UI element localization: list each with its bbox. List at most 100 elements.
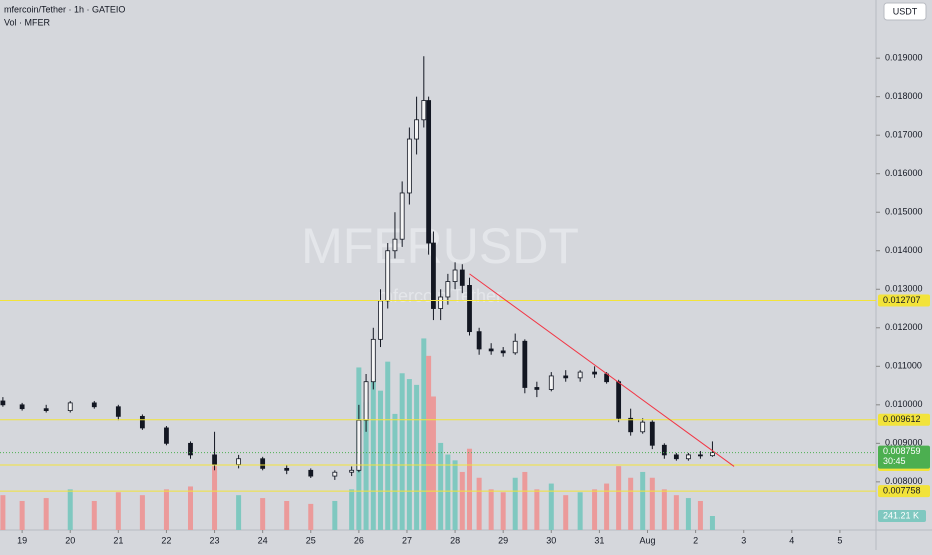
volume-tag bbox=[878, 509, 926, 522]
volume-bar bbox=[399, 373, 405, 530]
volume-bar bbox=[628, 477, 634, 530]
current-price-label: 0.008759 bbox=[883, 446, 921, 456]
y-tick-label: 0.018000 bbox=[885, 91, 923, 101]
y-tick-label: 0.016000 bbox=[885, 168, 923, 178]
volume-bar bbox=[709, 515, 715, 530]
candle-body bbox=[512, 340, 518, 354]
x-tick-label: 25 bbox=[306, 535, 316, 545]
volume-bar bbox=[548, 483, 554, 530]
volume-bar bbox=[421, 338, 427, 530]
x-tick-label: 20 bbox=[65, 535, 75, 545]
volume-bar bbox=[139, 495, 145, 530]
y-tick-label: 0.015000 bbox=[885, 207, 923, 217]
volume-bar bbox=[673, 495, 679, 530]
y-tick-label: 0.012000 bbox=[885, 322, 923, 332]
candle-body bbox=[19, 404, 25, 410]
candle-body bbox=[548, 375, 554, 390]
volume-bar bbox=[649, 477, 655, 530]
volume-bar bbox=[577, 492, 583, 530]
candle-body bbox=[0, 400, 6, 406]
candle-body bbox=[467, 285, 472, 333]
candle-body bbox=[628, 417, 634, 433]
level-label: 0.007758 bbox=[883, 486, 921, 496]
symbol-line: mfercoin/Tether · 1h · GATEIO bbox=[4, 4, 125, 14]
candle-body bbox=[91, 402, 97, 408]
volume-bar bbox=[476, 477, 482, 530]
candle-body bbox=[188, 442, 193, 456]
candle-body bbox=[616, 381, 622, 419]
level-tag bbox=[878, 294, 930, 307]
candle-body bbox=[563, 375, 569, 379]
x-tick-label: 22 bbox=[161, 535, 171, 545]
volume-bar bbox=[91, 500, 97, 530]
volume-bar bbox=[43, 498, 49, 530]
candle-body bbox=[308, 469, 314, 477]
volume-bar bbox=[697, 500, 703, 530]
x-tick-label: 19 bbox=[17, 535, 27, 545]
x-tick-label: 27 bbox=[402, 535, 412, 545]
volume-bar bbox=[392, 413, 398, 530]
volume-bar bbox=[260, 498, 266, 530]
candle-body bbox=[592, 371, 597, 375]
candle-body bbox=[577, 371, 583, 379]
candle-body bbox=[115, 406, 121, 417]
candle-body bbox=[445, 281, 451, 298]
candle-body bbox=[349, 469, 355, 473]
currency-button-label[interactable]: USDT bbox=[893, 6, 918, 16]
candle-body bbox=[685, 454, 691, 460]
x-tick-label: 5 bbox=[837, 535, 842, 545]
candle-body bbox=[673, 454, 679, 460]
y-tick-label: 0.008000 bbox=[885, 476, 923, 486]
candle-body bbox=[698, 454, 703, 457]
volume-bar bbox=[685, 498, 691, 530]
x-tick-label: 3 bbox=[741, 535, 746, 545]
currency-button[interactable] bbox=[883, 2, 927, 21]
watermark-ticker: MFERUSDT bbox=[301, 218, 579, 274]
x-tick-label: 4 bbox=[789, 535, 794, 545]
volume-bar bbox=[163, 489, 169, 530]
candle-body bbox=[414, 119, 419, 140]
candle-body bbox=[370, 338, 376, 383]
x-tick-label: 30 bbox=[546, 535, 556, 545]
level-tag bbox=[878, 413, 930, 426]
volume-bar bbox=[467, 448, 473, 530]
candle-body bbox=[356, 419, 362, 471]
volume-bar bbox=[592, 489, 598, 530]
volume-bar bbox=[563, 495, 569, 530]
candle-body bbox=[43, 408, 49, 411]
volume-bar bbox=[459, 471, 465, 530]
countdown: 30:45 bbox=[883, 456, 906, 466]
volume-bar bbox=[534, 489, 540, 530]
candle-body bbox=[378, 300, 383, 340]
x-tick-label: 26 bbox=[354, 535, 364, 545]
candle-body bbox=[363, 381, 369, 421]
y-tick-label: 0.014000 bbox=[885, 245, 923, 255]
volume-bar bbox=[308, 503, 314, 530]
volume-bar bbox=[0, 495, 6, 530]
level-tag bbox=[878, 485, 930, 498]
volume-bar bbox=[522, 471, 528, 530]
candle-body bbox=[332, 471, 338, 477]
volume-bar bbox=[616, 466, 622, 530]
volume-bar bbox=[445, 454, 451, 530]
candle-body bbox=[399, 192, 405, 240]
volume-bar bbox=[426, 355, 432, 530]
volume-bar bbox=[661, 489, 667, 530]
candle-body bbox=[236, 458, 242, 465]
x-tick-label: 23 bbox=[210, 535, 220, 545]
volume-bar bbox=[430, 396, 436, 530]
candle-body bbox=[139, 415, 145, 429]
volume-bar bbox=[284, 500, 290, 530]
volume-bar bbox=[187, 486, 193, 530]
current-price-tag bbox=[878, 445, 930, 469]
candle-body bbox=[710, 452, 715, 457]
volume-bar bbox=[414, 384, 420, 530]
candle-body bbox=[459, 269, 465, 286]
candle-body bbox=[452, 269, 458, 282]
candle-body bbox=[649, 421, 655, 446]
trendline bbox=[469, 273, 735, 467]
candle-body bbox=[164, 427, 169, 444]
